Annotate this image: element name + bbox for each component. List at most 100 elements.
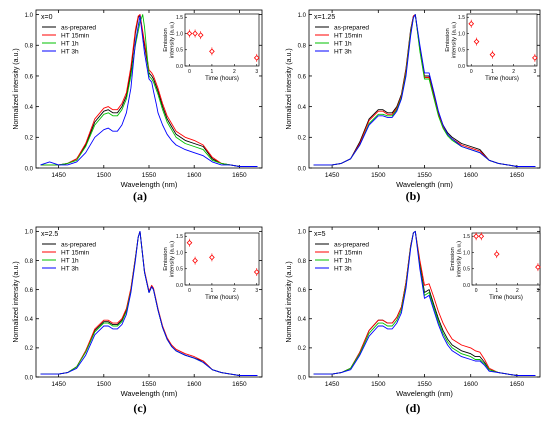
panel-c: 1450 1500 1550 1600 1650 0.0 0.2 0.4 0.6 0.8 1.0 Wa…	[13, 226, 263, 415]
inset-y-tick-label: 1.0	[463, 250, 470, 256]
inset-x-tick-label: 2	[516, 288, 519, 294]
inset-y-tick-label: 1.0	[176, 31, 183, 37]
inset-point	[192, 257, 198, 264]
inset-y-tick-label: 0.0	[463, 283, 470, 289]
x-axis-label: Wavelength (nm)	[121, 180, 178, 189]
inset-x-tick-label: 1	[491, 69, 494, 75]
inset-y-tick-label: 1.5	[463, 234, 470, 240]
y-tick-label: 0.8	[25, 259, 34, 265]
inset-point	[253, 55, 260, 61]
composition-annotation: x=5	[314, 231, 326, 238]
inset-frame	[471, 232, 541, 286]
inset-point	[209, 254, 215, 261]
x-tick-label: 1600	[463, 172, 478, 179]
inset-x-tick-label: 3	[537, 288, 540, 294]
x-tick-label: 1600	[187, 172, 202, 179]
x-tick-label: 1600	[463, 381, 478, 388]
legend-label: HT 1h	[334, 40, 352, 47]
legend-label: HT 15min	[334, 32, 362, 39]
inset-y-tick-label: 1.0	[176, 250, 183, 256]
composition-annotation: x=1.25	[314, 14, 335, 21]
x-axis-label: Wavelength (nm)	[396, 389, 453, 398]
y-tick-label: 0.4	[298, 105, 307, 111]
inset-y-tick-label: 1.5	[176, 234, 183, 240]
inset-y-axis-label: Emissionintensity (a.u.)	[163, 22, 176, 58]
x-axis-label: Wavelength (nm)	[396, 180, 453, 189]
legend-label: as-prepared	[61, 241, 96, 248]
inset-point	[192, 30, 198, 37]
x-tick-label: 1550	[142, 381, 157, 388]
y-tick-label: 0.6	[298, 288, 307, 294]
inset-frame	[466, 13, 538, 67]
inset-y-axis-label: Emissionintensity (a.u.)	[445, 22, 458, 58]
series-line-ht-3h	[313, 230, 536, 376]
x-tick-label: 1650	[510, 172, 525, 179]
y-tick-label: 1.0	[25, 230, 34, 236]
x-tick-label: 1550	[417, 381, 432, 388]
series-line-as-prepared	[40, 14, 258, 167]
x-tick-label: 1650	[232, 172, 247, 179]
inset-y-tick-label: 0.0	[176, 64, 183, 70]
y-tick-label: 0.2	[25, 136, 34, 142]
legend-label: HT 3h	[334, 265, 352, 272]
x-tick-label: 1450	[325, 381, 340, 388]
y-tick-label: 0.6	[298, 74, 307, 80]
legend-label: HT 15min	[334, 249, 362, 256]
legend-label: as-prepared	[61, 24, 96, 31]
x-tick-label: 1450	[51, 381, 66, 388]
y-axis-label: Normalized intensity (a.u.)	[13, 261, 20, 342]
y-tick-label: 0.2	[298, 346, 307, 352]
inset-chart: 0 1 2 3 0.0 0.5 1.0 1.5 Time (hours) Emissioninte…	[445, 13, 538, 82]
y-tick-label: 0.2	[25, 346, 34, 352]
series-line-ht-1h	[40, 14, 258, 167]
inset-point	[489, 51, 496, 58]
x-tick-label: 1500	[97, 381, 112, 388]
y-tick-label: 0.8	[298, 44, 307, 50]
composition-annotation: x=0	[41, 14, 53, 21]
legend-label: HT 1h	[334, 257, 352, 264]
legend-label: HT 3h	[61, 265, 79, 272]
legend-label: HT 15min	[61, 249, 89, 256]
y-tick-label: 1.0	[298, 230, 307, 236]
panel-label: (b)	[406, 189, 421, 203]
inset-frame	[184, 232, 260, 286]
x-tick-label: 1650	[232, 381, 247, 388]
panel-b: 1450 1500 1550 1600 1650 0.0 0.2 0.4 0.6 0.8 1.0 Wa…	[286, 9, 541, 203]
inset-x-axis-label: Time (hours)	[489, 295, 523, 301]
x-tick-label: 1500	[371, 172, 386, 179]
inset-x-tick-label: 0	[188, 288, 191, 294]
series-line-ht-3h	[40, 15, 258, 167]
legend-label: HT 3h	[334, 48, 352, 55]
y-tick-label: 1.0	[298, 13, 307, 19]
inset-point	[209, 48, 215, 55]
panel-label: (c)	[133, 401, 146, 415]
y-axis-label: Normalized intensity (a.u.)	[286, 261, 293, 342]
y-tick-label: 0.4	[25, 317, 34, 323]
series-line-ht-15min	[40, 14, 258, 167]
legend-label: HT 15min	[61, 32, 89, 39]
x-tick-label: 1600	[187, 381, 202, 388]
inset-point	[186, 239, 193, 246]
inset-y-tick-label: 0.0	[458, 64, 465, 70]
y-tick-label: 0.0	[298, 166, 307, 172]
inset-x-tick-label: 2	[512, 69, 515, 75]
y-tick-label: 0.4	[25, 105, 34, 111]
y-tick-label: 0.0	[25, 166, 34, 172]
x-tick-label: 1450	[51, 172, 66, 179]
inset-point	[493, 251, 500, 257]
x-tick-label: 1500	[371, 381, 386, 388]
legend-label: HT 1h	[61, 40, 79, 47]
inset-x-tick-label: 1	[211, 288, 214, 294]
y-tick-label: 0.6	[25, 74, 34, 80]
legend-label: as-prepared	[334, 241, 369, 248]
legend-label: HT 1h	[61, 257, 79, 264]
inset-point	[253, 269, 260, 275]
y-tick-label: 0.8	[298, 259, 307, 265]
x-tick-label: 1450	[325, 172, 340, 179]
x-tick-label: 1550	[142, 172, 157, 179]
inset-point	[197, 32, 204, 38]
inset-y-tick-label: 0.5	[176, 48, 183, 54]
inset-x-tick-label: 3	[255, 288, 258, 294]
series-line-ht-3h	[313, 14, 536, 167]
